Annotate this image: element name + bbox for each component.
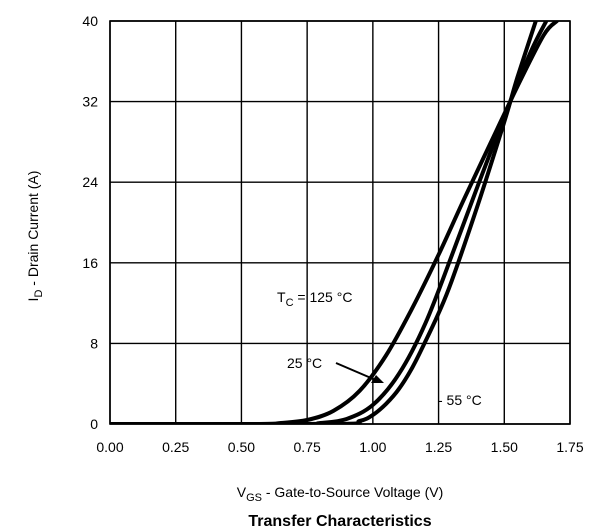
- y-tick-label: 32: [82, 94, 98, 110]
- x-tick-label: 0.50: [228, 439, 255, 455]
- x-axis-label: VGS - Gate-to-Source Voltage (V): [237, 484, 444, 504]
- y-tick-label: 0: [90, 416, 98, 432]
- label-25c-pointer: [335, 362, 379, 382]
- label-25c: 25 °C: [287, 355, 322, 371]
- x-tick-label: 0.25: [162, 439, 189, 455]
- plot-frame: [109, 20, 571, 425]
- x-tick-label: 0.75: [294, 439, 321, 455]
- label-minus55c: - 55 °C: [438, 392, 482, 408]
- tc-annotation: TC = 125 °C: [277, 289, 352, 309]
- x-tick-label: 1.00: [359, 439, 386, 455]
- y-tick-label: 24: [82, 174, 98, 190]
- x-tick-label: 1.75: [556, 439, 583, 455]
- x-tick-label: 0.00: [96, 439, 123, 455]
- y-tick-label: 40: [82, 13, 98, 29]
- grid: [109, 20, 571, 425]
- tick-labels: 0.00 0.25 0.50 0.75 1.00 1.25 1.50 1.75 0 8 16 24 32…: [82, 13, 583, 455]
- series-line-2: [110, 21, 538, 424]
- y-tick-label: 8: [90, 335, 98, 351]
- series-curves: [110, 21, 559, 424]
- y-tick-label: 16: [82, 255, 98, 271]
- series-line-0: [110, 21, 559, 424]
- x-tick-label: 1.50: [491, 439, 518, 455]
- label-25c-arrowhead: [371, 375, 384, 383]
- x-tick-label: 1.25: [425, 439, 452, 455]
- chart-title: Transfer Characteristics: [248, 513, 431, 530]
- y-axis-label: ID - Drain Current (A): [25, 171, 45, 302]
